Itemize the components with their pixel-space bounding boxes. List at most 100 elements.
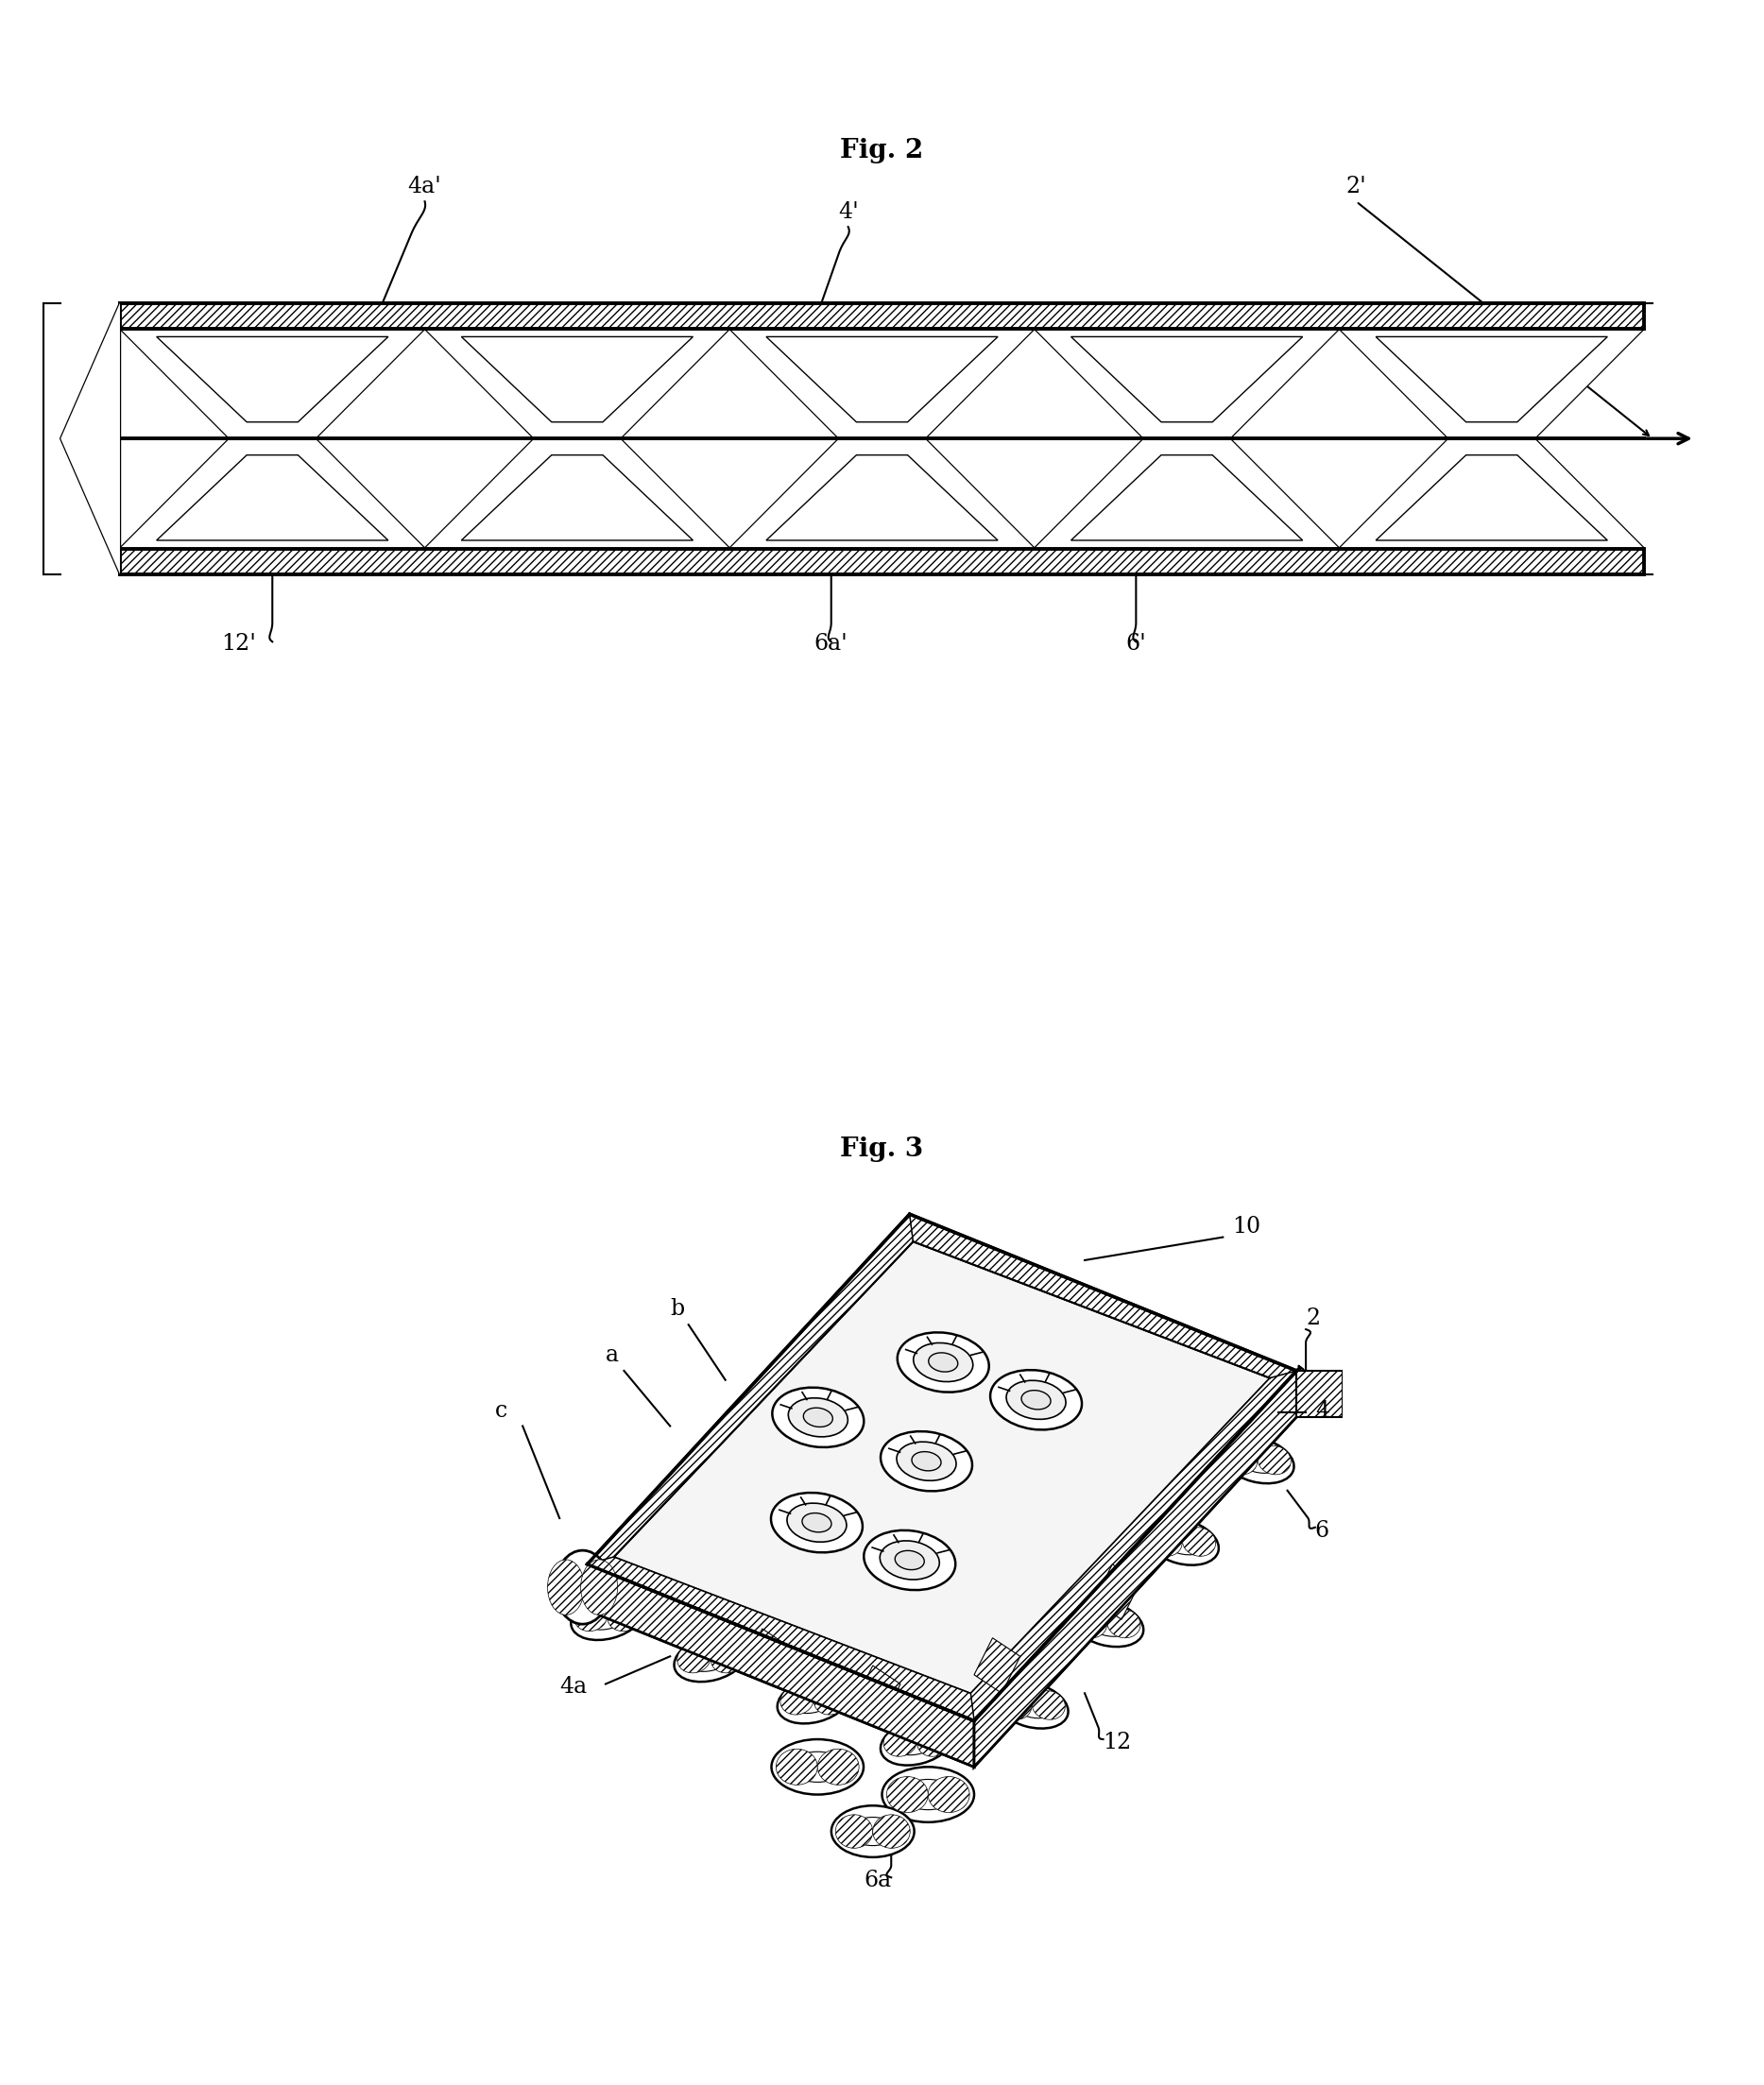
Ellipse shape [873, 1814, 910, 1847]
Ellipse shape [1009, 1693, 1053, 1718]
Ellipse shape [586, 1603, 630, 1630]
Ellipse shape [896, 1443, 956, 1480]
Polygon shape [744, 1628, 790, 1685]
Ellipse shape [780, 1687, 813, 1714]
Ellipse shape [607, 1601, 640, 1630]
Polygon shape [974, 1370, 1297, 1766]
Polygon shape [1034, 329, 1152, 438]
Ellipse shape [1074, 1610, 1106, 1639]
Text: Fig. 2: Fig. 2 [840, 138, 924, 163]
Polygon shape [166, 329, 379, 348]
Polygon shape [974, 1370, 1297, 1766]
Polygon shape [917, 329, 1034, 438]
Ellipse shape [995, 1683, 1069, 1728]
Polygon shape [1385, 329, 1598, 348]
Ellipse shape [894, 1728, 938, 1756]
Polygon shape [1526, 329, 1644, 438]
Text: c: c [496, 1399, 508, 1422]
Text: 12: 12 [1102, 1731, 1132, 1753]
Polygon shape [471, 530, 684, 548]
Polygon shape [60, 302, 120, 573]
Ellipse shape [928, 1776, 970, 1812]
Ellipse shape [1108, 1610, 1140, 1639]
Polygon shape [157, 455, 388, 540]
Text: 4: 4 [1314, 1399, 1330, 1422]
Ellipse shape [778, 1676, 850, 1724]
Polygon shape [120, 438, 238, 548]
Ellipse shape [864, 1530, 956, 1591]
Ellipse shape [1161, 1528, 1205, 1555]
Ellipse shape [813, 1687, 847, 1714]
Ellipse shape [898, 1332, 990, 1393]
Polygon shape [730, 329, 847, 438]
Ellipse shape [711, 1645, 744, 1672]
Text: 12': 12' [220, 634, 256, 655]
Ellipse shape [1071, 1599, 1143, 1647]
Ellipse shape [912, 1451, 940, 1470]
Polygon shape [462, 455, 693, 540]
Ellipse shape [573, 1601, 607, 1630]
Polygon shape [120, 329, 238, 438]
Polygon shape [1339, 329, 1457, 438]
Ellipse shape [990, 1370, 1081, 1430]
Ellipse shape [1182, 1528, 1215, 1555]
Ellipse shape [880, 1430, 972, 1491]
Polygon shape [1034, 329, 1339, 438]
Ellipse shape [1221, 1437, 1295, 1482]
Polygon shape [425, 438, 730, 548]
Ellipse shape [674, 1635, 748, 1683]
Polygon shape [425, 329, 730, 438]
Polygon shape [1339, 438, 1457, 548]
Polygon shape [157, 336, 388, 421]
Polygon shape [730, 438, 847, 548]
Polygon shape [120, 302, 1644, 329]
Ellipse shape [547, 1560, 584, 1616]
Polygon shape [970, 1370, 1297, 1720]
Text: Fig. 3: Fig. 3 [840, 1136, 924, 1163]
Ellipse shape [1235, 1447, 1279, 1474]
Text: 6': 6' [1125, 634, 1147, 655]
Polygon shape [307, 438, 425, 548]
Ellipse shape [787, 1503, 847, 1543]
Text: 4a': 4a' [407, 175, 441, 198]
Polygon shape [1221, 329, 1339, 438]
Polygon shape [974, 1639, 1020, 1693]
Polygon shape [730, 329, 1034, 438]
Ellipse shape [1021, 1391, 1051, 1409]
Text: 4a: 4a [559, 1676, 587, 1697]
Polygon shape [425, 329, 543, 438]
Text: 6: 6 [1314, 1520, 1330, 1541]
Ellipse shape [1085, 1610, 1129, 1637]
Polygon shape [307, 329, 425, 438]
Text: 6a': 6a' [815, 634, 848, 655]
Polygon shape [120, 329, 425, 438]
Polygon shape [425, 438, 543, 548]
Polygon shape [587, 1213, 1297, 1720]
Polygon shape [612, 329, 730, 438]
Ellipse shape [887, 1776, 928, 1812]
Polygon shape [766, 455, 998, 540]
Polygon shape [1339, 329, 1644, 438]
Text: 2': 2' [1346, 175, 1367, 198]
Polygon shape [1339, 438, 1644, 548]
Polygon shape [776, 530, 988, 548]
Polygon shape [1221, 438, 1339, 548]
Text: 2: 2 [1305, 1307, 1319, 1330]
Ellipse shape [556, 1551, 610, 1624]
Polygon shape [1094, 1564, 1140, 1620]
Ellipse shape [803, 1407, 833, 1426]
Polygon shape [730, 438, 1034, 548]
Polygon shape [766, 336, 998, 421]
Text: 6a: 6a [864, 1870, 891, 1891]
Polygon shape [1034, 438, 1152, 548]
Text: 4': 4' [838, 202, 859, 223]
Ellipse shape [848, 1818, 898, 1845]
Ellipse shape [789, 1397, 848, 1437]
Polygon shape [1080, 530, 1293, 548]
Ellipse shape [817, 1749, 859, 1785]
Polygon shape [120, 438, 425, 548]
Ellipse shape [771, 1493, 863, 1553]
Ellipse shape [928, 1353, 958, 1372]
Polygon shape [1376, 336, 1607, 421]
Ellipse shape [776, 1749, 817, 1785]
